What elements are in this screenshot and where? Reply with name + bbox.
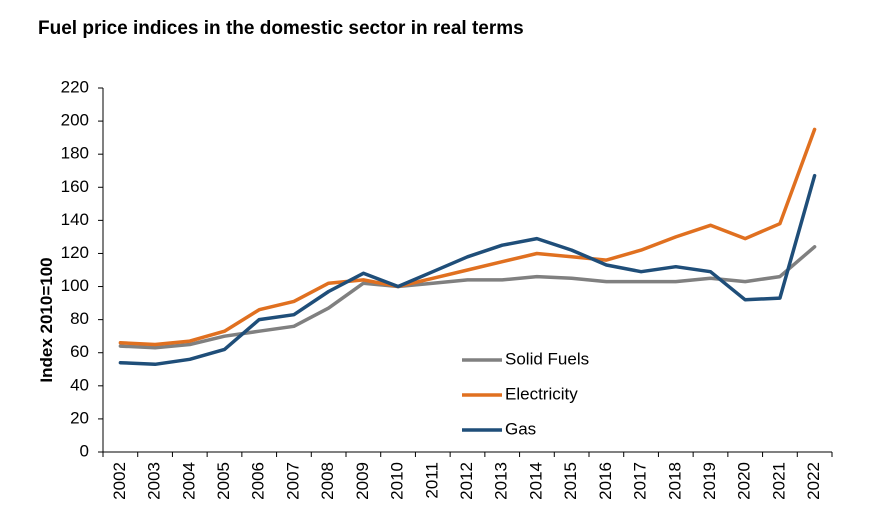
x-tick-label: 2020 xyxy=(735,462,754,500)
y-tick-label: 120 xyxy=(61,243,89,262)
x-tick-label: 2004 xyxy=(179,462,198,500)
y-ticks: 0 20 40 60 80 100 120 140 160 180 200 220 xyxy=(61,77,103,460)
x-tick-label: 2018 xyxy=(665,462,684,500)
y-tick-label: 220 xyxy=(61,77,89,96)
x-tick-label: 2007 xyxy=(283,462,302,500)
x-tick-label: 2014 xyxy=(526,462,545,500)
x-tick-label: 2021 xyxy=(769,462,788,500)
x-tick-label: 2008 xyxy=(318,462,337,500)
legend-label-solid-fuels: Solid Fuels xyxy=(505,349,589,368)
y-tick-label: 60 xyxy=(70,342,89,361)
y-axis-label: Index 2010=100 xyxy=(37,257,56,382)
axes xyxy=(102,88,832,453)
y-tick-label: 40 xyxy=(70,375,89,394)
y-tick-label: 80 xyxy=(70,309,89,328)
y-tick-label: 160 xyxy=(61,177,89,196)
y-tick-label: 140 xyxy=(61,210,89,229)
x-tick-label: 2017 xyxy=(631,462,650,500)
legend: Solid Fuels Electricity Gas xyxy=(462,349,589,438)
x-tick-label: 2002 xyxy=(110,462,129,500)
x-tick-label: 2003 xyxy=(145,462,164,500)
x-tick-label: 2022 xyxy=(804,462,823,500)
x-tick-label: 2010 xyxy=(388,462,407,500)
legend-label-electricity: Electricity xyxy=(505,384,578,403)
series-line-solid-fuels xyxy=(118,245,817,350)
series-lines xyxy=(118,127,817,367)
chart-title: Fuel price indices in the domestic secto… xyxy=(38,18,524,39)
y-tick-label: 0 xyxy=(80,441,89,460)
y-tick-label: 200 xyxy=(61,111,89,130)
x-tick-label: 2016 xyxy=(596,462,615,500)
x-tick-label: 2009 xyxy=(353,462,372,500)
x-tick-label: 2011 xyxy=(422,462,441,499)
x-tick-label: 2013 xyxy=(492,462,511,500)
x-tick-label: 2006 xyxy=(249,462,268,500)
x-tick-label: 2015 xyxy=(561,462,580,500)
y-tick-label: 20 xyxy=(70,408,89,427)
x-ticks: 2002 2003 2004 2005 2006 2007 2008 2009 2010 2011… xyxy=(102,452,833,500)
series-line-electricity xyxy=(118,127,817,347)
legend-label-gas: Gas xyxy=(505,419,536,438)
x-tick-label: 2019 xyxy=(700,462,719,500)
series-line-gas xyxy=(118,173,817,367)
x-tick-label: 2005 xyxy=(214,462,233,500)
y-tick-label: 180 xyxy=(61,144,89,163)
y-tick-label: 100 xyxy=(61,276,89,295)
x-tick-label: 2012 xyxy=(457,462,476,500)
